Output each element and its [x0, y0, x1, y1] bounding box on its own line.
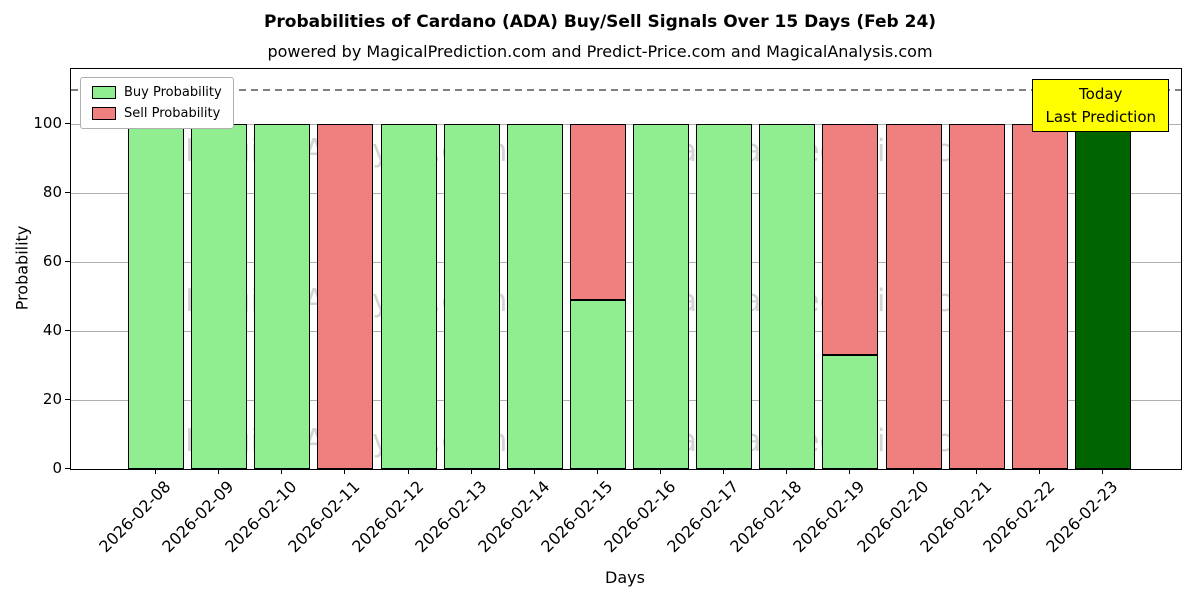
y-tick-label: 80 [42, 183, 62, 202]
y-gridline [71, 124, 1181, 126]
buy-bar [633, 124, 690, 469]
y-gridline [71, 400, 1181, 402]
buy-swatch [92, 86, 116, 99]
legend-label: Sell Probability [124, 106, 221, 121]
x-tick-mark [281, 469, 283, 474]
y-gridline [71, 331, 1181, 333]
y-tick-mark [65, 468, 70, 469]
buy-bar [696, 124, 753, 469]
buy-bar [569, 300, 626, 469]
y-tick-label: 20 [42, 390, 62, 409]
y-tick-label: 40 [42, 321, 62, 340]
chart-subtitle: powered by MagicalPrediction.com and Pre… [267, 42, 933, 61]
y-gridline [71, 262, 1181, 264]
x-tick-mark [533, 469, 535, 474]
y-tick-label: 100 [33, 114, 62, 133]
x-axis-label: Days [605, 568, 645, 587]
plot-area: MagicalAnalysis.comMagicalPrediction.com… [70, 68, 1182, 470]
buy-bar [128, 124, 184, 469]
sell-bar [948, 124, 1005, 469]
upper-dashed-line [71, 88, 1181, 91]
sell-bar [885, 124, 942, 469]
y-tick-mark [65, 192, 70, 194]
x-tick-mark [407, 469, 409, 474]
y-gridline [71, 193, 1181, 195]
y-tick-mark [65, 123, 70, 125]
x-tick-mark [1102, 469, 1103, 474]
today-annotation: Today Last Prediction [1032, 79, 1169, 132]
x-tick-mark [470, 469, 472, 474]
buy-bar [443, 124, 500, 469]
today-annotation-line: Last Prediction [1045, 107, 1156, 126]
legend: Buy Probability Sell Probability [80, 77, 234, 129]
x-tick-mark [155, 469, 156, 474]
buy-bar [759, 124, 816, 469]
today-annotation-line: Today [1079, 85, 1123, 103]
x-tick-mark [849, 469, 851, 474]
x-tick-mark [218, 469, 220, 474]
x-tick-mark [912, 469, 914, 474]
x-tick-mark [344, 469, 346, 474]
y-tick-label: 0 [52, 459, 62, 477]
y-tick-label: 60 [42, 252, 62, 271]
legend-item-buy: Buy Probability [92, 85, 222, 100]
buy-bar [506, 124, 563, 469]
legend-item-sell: Sell Probability [92, 106, 222, 121]
chart-title: Probabilities of Cardano (ADA) Buy/Sell … [263, 12, 937, 32]
sell-bar [1011, 124, 1068, 469]
x-tick-mark [660, 469, 662, 474]
buy-bar [254, 124, 311, 469]
sell-swatch [92, 107, 116, 120]
sell-bar [822, 124, 879, 356]
y-tick-mark [65, 330, 70, 332]
x-tick-mark [975, 469, 977, 474]
sell-bar [317, 124, 374, 469]
y-tick-mark [65, 261, 70, 263]
x-tick-mark [596, 469, 598, 474]
buy-bar [822, 355, 879, 469]
x-tick-mark [723, 469, 725, 474]
buy-bar [380, 124, 437, 469]
buy-bar [191, 124, 248, 469]
x-tick-mark [786, 469, 788, 474]
today-bar [1075, 124, 1131, 469]
y-tick-mark [65, 399, 70, 401]
x-tick-mark [1038, 469, 1040, 474]
sell-bar [569, 124, 626, 301]
legend-label: Buy Probability [124, 85, 222, 100]
